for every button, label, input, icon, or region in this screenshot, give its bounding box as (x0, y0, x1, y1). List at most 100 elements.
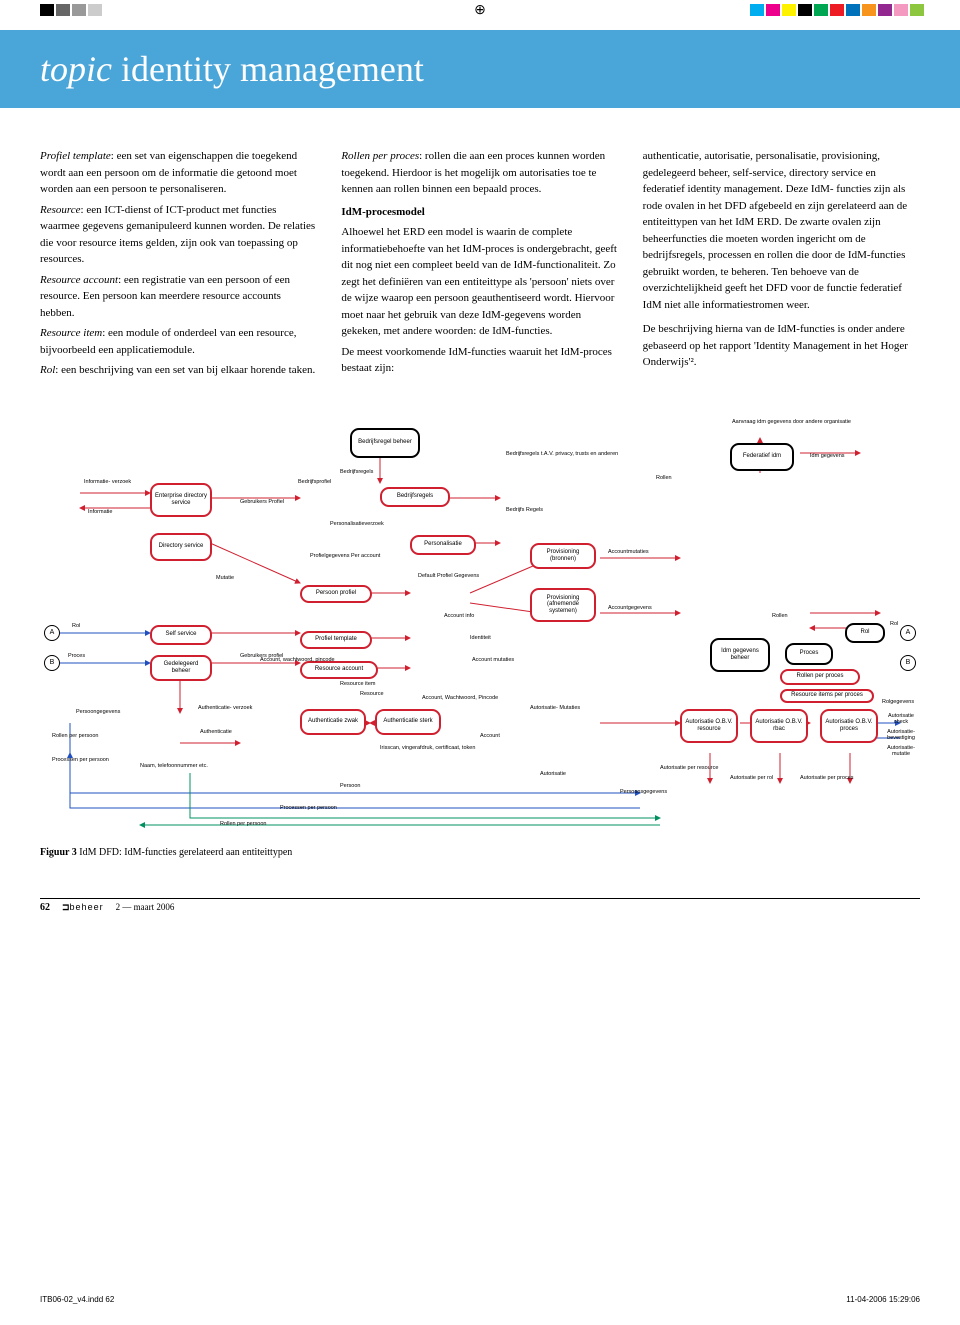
subhead: IdM-procesmodel (341, 204, 618, 221)
para: Alhoewel het ERD een model is waarin de … (341, 224, 618, 340)
body-columns: Profiel template: een set van eigenschap… (40, 148, 920, 383)
lbl-account-info: Account info (444, 613, 474, 619)
lbl-aut-mutaties: Autorisatie- Mutaties (530, 705, 580, 711)
column-2: Rollen per proces: rollen die aan een pr… (341, 148, 618, 383)
lbl-bedrijfsprofiel: Bedrijfsprofiel (298, 479, 331, 485)
lbl-account-mutaties: Account mutaties (472, 657, 514, 663)
lbl-rol: Rol (72, 623, 80, 629)
proc-rollen-per-proces: Rollen per proces (780, 669, 860, 685)
proc-prov-bronnen: Provisioning (bronnen) (530, 543, 596, 569)
def: : een ICT-dienst of ICT-product met func… (40, 204, 315, 266)
terminal-b2: B (900, 655, 916, 671)
lbl-default-profiel: Default Profiel Gegevens (418, 573, 479, 579)
lbl-bedrijfsregels-tav: Bedrijfsregels t.A.V. privacy, trusts en… (506, 451, 618, 457)
magazine-name: beheer (70, 902, 104, 912)
page-banner: topic identity management (0, 30, 960, 108)
lbl-processen-persoon: Processen per persoon (280, 805, 337, 811)
proc-directory: Directory service (150, 533, 212, 561)
lbl-accountmutaties: Accountmutaties (608, 549, 649, 555)
lbl-rollen-persoon: Rollen per persoon (220, 821, 266, 827)
terminal-a: A (44, 625, 60, 641)
lbl-aanvraag: Aanvraag idm gegevens door andere organi… (732, 419, 851, 425)
banner-prefix: topic (40, 49, 112, 89)
lbl-persoongegevens: Persoongegevens (76, 709, 120, 715)
store-idm-gegevens-beheer: Idm gegevens beheer (710, 638, 770, 672)
lbl-account: Account (480, 733, 500, 739)
column-3: authenticatie, autorisatie, personalisat… (643, 148, 920, 383)
term: Resource item (40, 327, 102, 339)
lbl-naam-tel: Naam, telefoonnummer etc. (140, 763, 208, 769)
terminal-b: B (44, 655, 60, 671)
print-slug: ITB06-02_v4.indd 62 11-04-2006 15:29:06 (40, 1295, 920, 1304)
lbl-mutatie: Mutatie (216, 575, 234, 581)
proc-bedrijfsregels: Bedrijfsregels (380, 487, 450, 507)
lbl-persoonsgegevens: Persoonsgegevens (620, 789, 667, 795)
lbl-rol-r: Rol (890, 621, 898, 627)
proc-enterprise-directory: Enterprise directory service (150, 483, 212, 517)
lbl-informatie: Informatie (88, 509, 112, 515)
page: topic identity management Profiel templa… (0, 30, 960, 1310)
proc-aut-resource: Autorisatie O.B.V. resource (680, 709, 738, 743)
store-federatief: Federatief idm (730, 443, 794, 471)
lbl-aut-mutatie: Autorisatie- mutatie (882, 745, 920, 757)
proc-personalisatie: Personalisatie (410, 535, 476, 555)
lbl-aut-bevestiging: Autorisatie- bevestiging (882, 729, 920, 741)
proc-auth-sterk: Authenticatie sterk (375, 709, 441, 735)
proc-resource-account: Resource account (300, 661, 378, 679)
term: Resource (40, 204, 81, 216)
lbl-informatie-verzoek: Informatie- verzoek (84, 479, 131, 485)
lbl-aut-check: Autorisatie check (882, 713, 920, 725)
page-footer: 62 ⊐beheer 2 — maart 2006 (40, 898, 920, 913)
store-rol: Rol (845, 623, 885, 643)
dfd-flows (40, 413, 920, 833)
store-bedrijfsregel-beheer: Bedrijfsregel beheer (350, 428, 420, 458)
caption-label: Figuur 3 (40, 847, 77, 858)
lbl-personalisatieverzoek: Personalisatieverzoek (330, 521, 384, 527)
def: : een beschrijving van een set van bij e… (55, 364, 315, 376)
lbl-persoon: Persoon (340, 783, 361, 789)
term: Rol (40, 364, 55, 376)
reg-target-icon: ⊕ (474, 2, 486, 19)
lbl-gebruikers-profiel2: Gebruikers profiel (240, 653, 283, 659)
slug-stamp: 11-04-2006 15:29:06 (846, 1295, 920, 1304)
proc-res-items-proces: Resource items per proces (780, 689, 874, 703)
lbl-proces: Proces (68, 653, 85, 659)
proc-prov-afnemende: Provisioning (afnemende systemen) (530, 588, 596, 622)
proc-self-service: Self service (150, 625, 212, 645)
registration-marks: ⊕ (0, 0, 960, 20)
lbl-irisscan: Irisscan, vingerafdruk, certificaat, tok… (380, 745, 475, 751)
store-proces: Proces (785, 643, 833, 665)
slug-file: ITB06-02_v4.indd 62 (40, 1295, 114, 1304)
term: Rollen per proces (341, 150, 419, 162)
column-1: Profiel template: een set van eigenschap… (40, 148, 317, 383)
lbl-autorisatie: Autorisatie (540, 771, 566, 777)
proc-auth-zwak: Authenticatie zwak (300, 709, 366, 735)
banner-suffix: identity management (121, 49, 424, 89)
lbl-resource: Resource (360, 691, 384, 697)
proc-aut-rbac: Autorisatie O.B.V. rbac (750, 709, 808, 743)
para: authenticatie, autorisatie, personalisat… (643, 148, 920, 313)
issue: 2 — maart 2006 (116, 902, 175, 912)
proc-aut-proces: Autorisatie O.B.V. proces (820, 709, 878, 743)
lbl-identiteit: Identiteit (470, 635, 491, 641)
lbl-rollen2: Rollen (772, 613, 788, 619)
term: Profiel template (40, 150, 111, 162)
caption-text: IdM DFD: IdM-functies gerelateerd aan en… (77, 847, 292, 858)
figure-dfd: A B A B Bedrijfsregel beheer Federatief … (40, 413, 920, 858)
lbl-idm-gegevens: Idm gegevens (810, 453, 845, 459)
page-number: 62 (40, 902, 50, 913)
lbl-processen-pp: Processen per persoon (52, 757, 109, 763)
lbl-acc-wacht-pin: Account, Wachtwoord, Pincode (422, 695, 498, 701)
lbl-bedrijfsregels: Bedrijfsregels (340, 469, 373, 475)
lbl-rollen-pp: Rollen per persoon (52, 733, 98, 739)
lbl-accountgegevens: Accountgegevens (608, 605, 652, 611)
para: De beschrijving hierna van de IdM-functi… (643, 321, 920, 371)
lbl-aut-per-rol: Autorisatie per rol (730, 775, 773, 781)
figure-caption: Figuur 3 IdM DFD: IdM-functies gerelatee… (40, 847, 920, 858)
lbl-profielgegevens: Profielgegevens Per account (310, 553, 380, 559)
lbl-auth-verzoek: Authenticatie- verzoek (198, 705, 252, 711)
lbl-bedrijfs-regels: Bedrijfs Regels (506, 507, 543, 513)
lbl-rolgegevens: Rolgegevens (882, 699, 914, 705)
term: Resource account (40, 274, 118, 286)
terminal-a2: A (900, 625, 916, 641)
